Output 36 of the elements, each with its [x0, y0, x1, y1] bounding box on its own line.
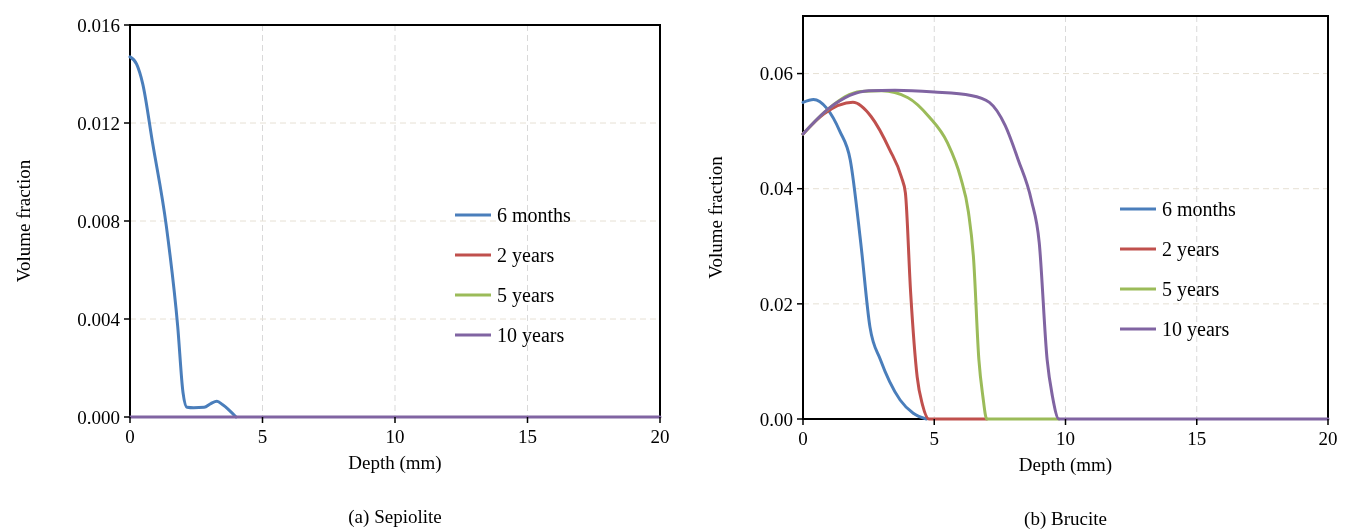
x-tick-label: 0: [798, 428, 808, 449]
legend-label: 5 years: [1162, 278, 1220, 301]
y-axis-title: Volume fraction: [13, 159, 34, 283]
x-tick-label: 5: [257, 426, 268, 447]
y-axis-title: Volume fraction: [705, 155, 726, 279]
line-series: [128, 55, 238, 419]
x-tick-label: 20: [650, 426, 670, 447]
legend-label: 10 years: [1162, 318, 1230, 341]
text: (b) Brucite: [1024, 508, 1107, 530]
y-tick-label: 0.04: [759, 178, 794, 200]
line-series: [801, 88, 1330, 421]
y-tick-label: 0.06: [759, 63, 793, 85]
line-series: [801, 97, 928, 421]
y-tick-label: 0.004: [77, 308, 121, 330]
x-tick-label: 15: [518, 426, 537, 447]
x-tick-label: 20: [1318, 428, 1338, 449]
x-tick-label: 5: [929, 428, 939, 449]
legend-label: 2 years: [497, 244, 555, 267]
legend-label: 6 months: [497, 204, 572, 226]
x-tick-label: 15: [1187, 428, 1207, 449]
text: (a) Sepiolite: [348, 506, 442, 528]
y-tick-label: 0.012: [77, 112, 120, 134]
x-tick-label: 10: [1056, 428, 1075, 449]
y-tick-label: 0.016: [77, 14, 120, 36]
y-tick-label: 0.00: [759, 408, 793, 430]
legend-label: 5 years: [497, 284, 555, 307]
legend-label: 6 months: [1162, 198, 1237, 220]
x-axis-title: Depth (mm): [1018, 454, 1113, 476]
legend-label: 2 years: [1162, 238, 1220, 261]
legend-label: 10 years: [497, 324, 565, 347]
x-axis-title: Depth (mm): [348, 452, 442, 474]
x-tick-label: 10: [385, 426, 405, 447]
y-tick-label: 0.02: [759, 293, 793, 315]
y-tick-label: 0.008: [77, 210, 120, 232]
y-tick-label: 0.000: [77, 406, 120, 428]
x-tick-label: 0: [125, 426, 135, 447]
